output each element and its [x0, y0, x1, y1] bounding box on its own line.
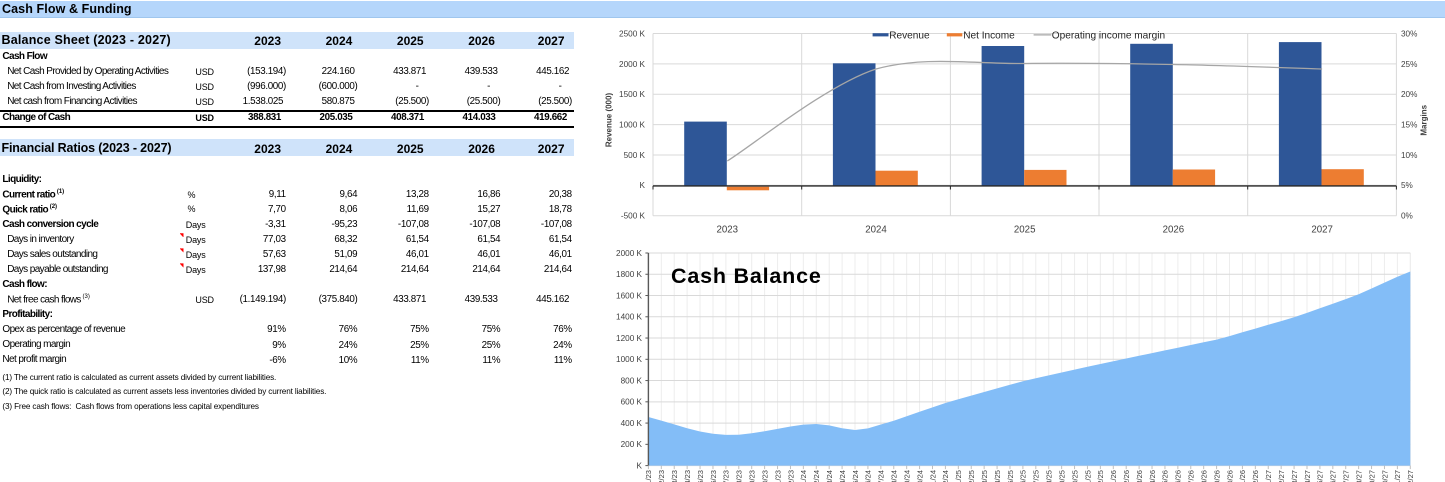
svg-text:10/25: 10/25 — [1070, 470, 1079, 482]
svg-text:K: K — [637, 462, 643, 471]
svg-text:400 K: 400 K — [621, 419, 643, 428]
svg-text:8/27: 8/27 — [1354, 470, 1363, 482]
svg-text:0%: 0% — [1401, 212, 1413, 221]
svg-text:1000 K: 1000 K — [619, 121, 645, 130]
svg-text:4/24: 4/24 — [838, 470, 847, 482]
svg-text:2000 K: 2000 K — [619, 60, 645, 69]
svg-text:7/24: 7/24 — [877, 470, 886, 482]
svg-text:2027: 2027 — [1311, 224, 1333, 235]
svg-text:5/27: 5/27 — [1316, 470, 1325, 482]
svg-text:1/26: 1/26 — [1109, 470, 1118, 482]
svg-text:6/23: 6/23 — [709, 470, 718, 482]
svg-text:Revenue (000): Revenue (000) — [605, 93, 614, 148]
svg-text:12/23: 12/23 — [786, 470, 795, 482]
svg-text:-500 K: -500 K — [621, 212, 646, 221]
svg-text:2500 K: 2500 K — [619, 29, 645, 38]
svg-text:7/25: 7/25 — [1032, 470, 1041, 482]
svg-text:12/24: 12/24 — [941, 470, 950, 482]
svg-text:1/27: 1/27 — [1264, 470, 1273, 482]
svg-text:1600 K: 1600 K — [616, 291, 642, 300]
svg-text:10%: 10% — [1401, 151, 1417, 160]
svg-text:Cash Balance: Cash Balance — [671, 264, 822, 288]
svg-text:200 K: 200 K — [621, 440, 643, 449]
svg-text:2/23: 2/23 — [657, 470, 666, 482]
svg-text:3/23: 3/23 — [670, 470, 679, 482]
svg-text:11/25: 11/25 — [1083, 470, 1092, 482]
svg-text:600 K: 600 K — [621, 398, 643, 407]
svg-text:2026: 2026 — [1163, 224, 1185, 235]
svg-text:11/27: 11/27 — [1393, 470, 1402, 482]
svg-text:4/27: 4/27 — [1303, 470, 1312, 482]
svg-text:4/25: 4/25 — [993, 470, 1002, 482]
svg-text:11/23: 11/23 — [773, 470, 782, 482]
svg-text:5/23: 5/23 — [696, 470, 705, 482]
svg-text:25%: 25% — [1401, 60, 1417, 69]
svg-text:11/26: 11/26 — [1238, 470, 1247, 482]
svg-text:6/25: 6/25 — [1019, 470, 1028, 482]
svg-text:Operating income margin: Operating income margin — [1052, 30, 1165, 41]
svg-text:15%: 15% — [1401, 121, 1417, 130]
svg-text:2024: 2024 — [865, 224, 887, 235]
svg-text:9/23: 9/23 — [748, 470, 757, 482]
svg-text:6/26: 6/26 — [1174, 470, 1183, 482]
svg-text:7/23: 7/23 — [722, 470, 731, 482]
svg-text:2/26: 2/26 — [1122, 470, 1131, 482]
svg-text:Net Income: Net Income — [963, 30, 1015, 41]
svg-text:2000 K: 2000 K — [616, 249, 642, 258]
svg-text:7/27: 7/27 — [1342, 470, 1351, 482]
svg-text:9/25: 9/25 — [1057, 470, 1066, 482]
svg-text:20%: 20% — [1401, 90, 1417, 99]
svg-text:Margins: Margins — [1420, 104, 1429, 135]
svg-text:1800 K: 1800 K — [616, 270, 642, 279]
svg-text:1/23: 1/23 — [644, 470, 653, 482]
svg-text:3/26: 3/26 — [1135, 470, 1144, 482]
svg-text:2/27: 2/27 — [1277, 470, 1286, 482]
svg-text:30%: 30% — [1401, 29, 1417, 38]
svg-text:1400 K: 1400 K — [616, 313, 642, 322]
svg-text:10/26: 10/26 — [1225, 470, 1234, 482]
svg-text:5/26: 5/26 — [1161, 470, 1170, 482]
svg-text:1000 K: 1000 K — [616, 355, 642, 364]
svg-text:2/24: 2/24 — [812, 470, 821, 482]
svg-text:K: K — [640, 181, 646, 190]
svg-text:2/25: 2/25 — [967, 470, 976, 482]
svg-text:7/26: 7/26 — [1187, 470, 1196, 482]
svg-text:9/27: 9/27 — [1367, 470, 1376, 482]
svg-text:Revenue: Revenue — [889, 30, 930, 41]
svg-text:3/25: 3/25 — [980, 470, 989, 482]
svg-text:8/26: 8/26 — [1199, 470, 1208, 482]
svg-text:12/26: 12/26 — [1251, 470, 1260, 482]
svg-text:4/23: 4/23 — [683, 470, 692, 482]
svg-text:8/23: 8/23 — [735, 470, 744, 482]
svg-text:2025: 2025 — [1014, 224, 1036, 235]
svg-text:8/25: 8/25 — [1045, 470, 1054, 482]
svg-text:10/27: 10/27 — [1380, 470, 1389, 482]
svg-text:9/26: 9/26 — [1212, 470, 1221, 482]
svg-text:5/24: 5/24 — [851, 470, 860, 482]
svg-text:1200 K: 1200 K — [616, 334, 642, 343]
svg-text:8/24: 8/24 — [890, 470, 899, 482]
svg-text:6/27: 6/27 — [1329, 470, 1338, 482]
svg-text:3/24: 3/24 — [825, 470, 834, 482]
svg-text:500 K: 500 K — [624, 151, 646, 160]
svg-text:10/24: 10/24 — [915, 470, 924, 482]
svg-text:2023: 2023 — [717, 224, 739, 235]
svg-text:5/25: 5/25 — [1006, 470, 1015, 482]
svg-text:11/24: 11/24 — [928, 470, 937, 482]
svg-text:3/27: 3/27 — [1290, 470, 1299, 482]
svg-text:6/24: 6/24 — [864, 470, 873, 482]
svg-text:4/26: 4/26 — [1148, 470, 1157, 482]
svg-text:1500 K: 1500 K — [619, 90, 645, 99]
svg-text:12/27: 12/27 — [1406, 470, 1415, 482]
svg-text:5%: 5% — [1401, 181, 1413, 190]
svg-text:12/25: 12/25 — [1096, 470, 1105, 482]
svg-text:9/24: 9/24 — [902, 470, 911, 482]
svg-text:800 K: 800 K — [621, 376, 643, 385]
svg-text:1/25: 1/25 — [954, 470, 963, 482]
svg-text:1/24: 1/24 — [799, 470, 808, 482]
svg-text:10/23: 10/23 — [760, 470, 769, 482]
